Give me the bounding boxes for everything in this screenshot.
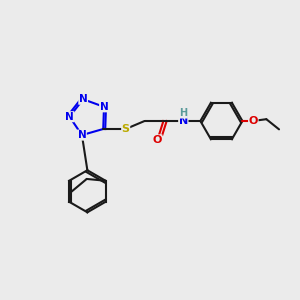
Text: N: N <box>65 112 74 122</box>
Text: O: O <box>153 135 162 145</box>
Text: N: N <box>78 130 86 140</box>
Text: H: H <box>179 108 188 118</box>
Text: O: O <box>249 116 258 126</box>
Text: N: N <box>179 116 188 126</box>
Text: S: S <box>122 124 130 134</box>
Text: N: N <box>79 94 88 104</box>
Text: N: N <box>100 102 108 112</box>
